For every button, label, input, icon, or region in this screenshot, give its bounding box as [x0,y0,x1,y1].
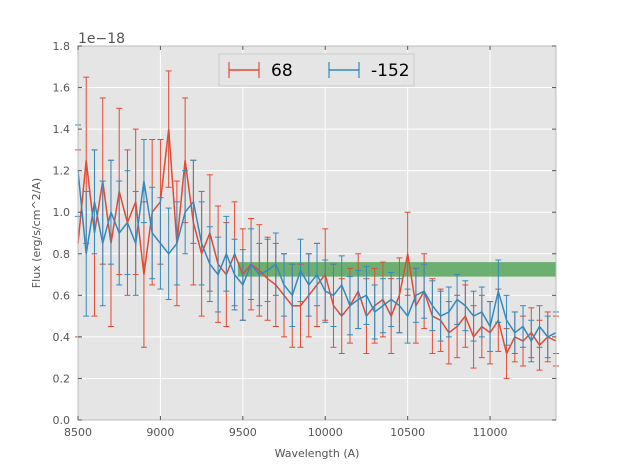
x-tick-label: 11000 [473,426,508,439]
x-tick-label: 10500 [390,426,425,439]
legend-marker [228,62,260,78]
legend-label: 68 [271,61,293,81]
x-axis-label: Wavelength (A) [275,447,360,460]
reference-band [237,262,556,277]
x-tick-label: 9000 [146,426,174,439]
y-tick-label: 1.0 [53,206,71,219]
y-tick-label: 1.2 [53,165,71,178]
y-axis-label: Flux (erg/s/cm^2/A) [30,178,43,288]
x-axis-ticks: 8500 9000 9500 10000 10500 11000 [64,46,508,439]
plot-background [78,46,556,420]
legend-marker [328,62,360,78]
y-offset-label: 1e−18 [78,31,125,47]
y-tick-label: 1.4 [53,123,71,136]
plot-frame [77,45,557,421]
axes-frame [77,45,557,421]
y-tick-label: 0.6 [53,289,71,302]
y-tick-label: 1.8 [53,40,71,53]
y-tick-label: 0.2 [53,372,71,385]
x-tick-label: 9500 [229,426,257,439]
legend-label: -152 [371,61,410,81]
y-tick-label: 1.6 [53,82,71,95]
legend-item-neg152: -152 [328,61,410,81]
x-tick-label: 10000 [308,426,343,439]
data-line [77,170,557,343]
x-tick-label: 8500 [64,426,92,439]
y-axis-ticks: 0.0 0.2 0.4 0.6 0.8 1.0 1.2 1.4 1.6 1.8 [53,40,556,427]
legend-item-68: 68 [228,61,293,81]
legend: 68 -152 [218,53,415,87]
y-tick-label: 0.0 [53,414,71,427]
y-tick-label: 0.4 [53,331,71,344]
y-tick-label: 0.8 [53,248,71,261]
